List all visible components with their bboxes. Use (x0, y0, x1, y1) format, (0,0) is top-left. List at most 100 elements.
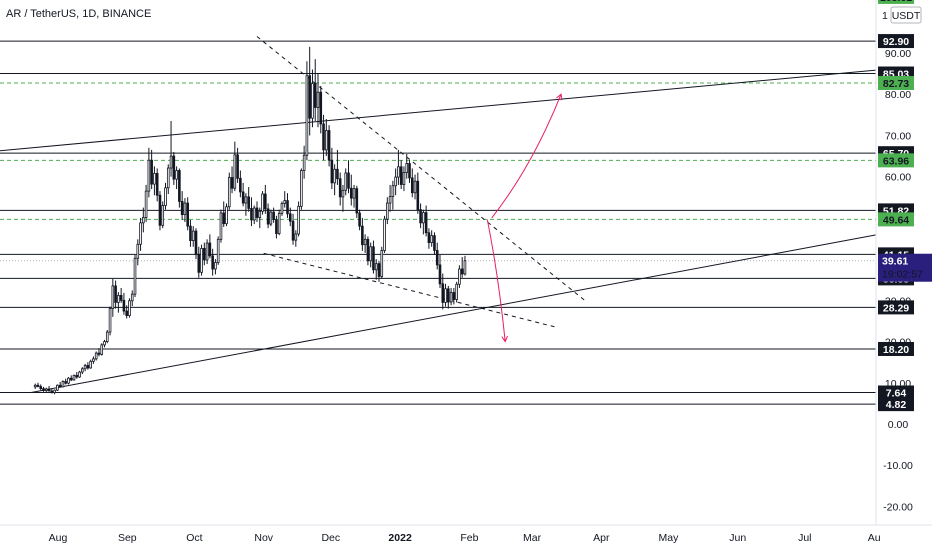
candle-body (191, 230, 195, 241)
price-tick-label: -20.00 (883, 501, 913, 513)
candle (42, 386, 45, 392)
projection-arrow (486, 219, 506, 342)
candle (75, 372, 79, 379)
time-tick-label: Feb (460, 532, 478, 544)
candle-body (208, 242, 212, 257)
candle-body (269, 211, 273, 225)
candle-body (56, 384, 59, 391)
price-tick-label: 60.00 (885, 172, 911, 184)
candle (191, 226, 195, 247)
candle (388, 184, 392, 212)
candle (78, 370, 81, 378)
candle (355, 185, 359, 218)
candle (92, 356, 95, 364)
candle-body (236, 154, 239, 179)
candle (449, 287, 453, 306)
time-tick-label: Jul (798, 532, 811, 544)
candle-body (419, 209, 422, 224)
candle (183, 198, 187, 223)
candle-body (266, 208, 270, 225)
candle-body (255, 207, 259, 218)
candle-body (355, 188, 359, 214)
candle (405, 154, 409, 179)
candle-body (311, 83, 314, 119)
candle-body (117, 294, 120, 303)
candle-body (86, 365, 90, 369)
candle-body (108, 308, 112, 333)
candle-body (100, 344, 104, 355)
candle (372, 240, 375, 274)
candle-body (361, 225, 364, 246)
candle-body (347, 172, 350, 189)
candle-body (169, 155, 173, 169)
candle-body (222, 212, 226, 225)
candle (247, 186, 250, 212)
candle (200, 244, 203, 276)
candle-body (139, 222, 142, 245)
candle-body (239, 177, 242, 193)
candle (463, 255, 467, 276)
candle-body (444, 288, 447, 303)
dashed-trendline (256, 36, 587, 302)
candle-body (114, 285, 117, 303)
candle-body (399, 166, 403, 185)
candle (100, 343, 104, 356)
candle (180, 191, 184, 220)
candle (460, 257, 464, 278)
price-tick-label: 0.00 (888, 419, 909, 431)
candle (391, 180, 395, 210)
candle-body (197, 253, 201, 273)
candle-body (402, 172, 406, 185)
candle (166, 164, 170, 194)
candle-body (283, 200, 287, 204)
candle-body (233, 154, 237, 189)
candle (250, 197, 253, 227)
last-price-badge-bg (878, 253, 932, 282)
candle (330, 147, 334, 190)
candle (277, 209, 281, 236)
candle (363, 234, 367, 253)
time-tick-label: Aug (49, 532, 68, 544)
arrow-head (501, 335, 508, 343)
candle-body (241, 191, 245, 204)
candle-body (178, 170, 181, 202)
candle-body (327, 130, 331, 161)
candle-body (410, 177, 414, 194)
time-tick-label: Sep (118, 532, 137, 544)
level-badge-text: 49.64 (883, 214, 909, 226)
candle (341, 184, 345, 212)
candle (158, 191, 162, 231)
candle (311, 69, 314, 128)
candle (352, 184, 356, 208)
currency-cut-label: 1 (882, 10, 888, 22)
candle-body (302, 154, 306, 171)
candle (430, 230, 433, 247)
candle-body (97, 352, 101, 355)
candle-body (183, 202, 187, 216)
candle (61, 380, 65, 388)
last-price-value: 39.61 (882, 256, 908, 268)
candle-body (341, 189, 345, 198)
candle-body (125, 310, 128, 316)
time-axis[interactable]: Aug Sep Oct Nov Dec 2022 Feb Mar Apr May Jun Jul Au (49, 532, 881, 544)
candle (300, 168, 303, 210)
candle (136, 239, 140, 266)
candle-body (424, 212, 428, 234)
level-badge-bg (878, 0, 914, 4)
candle-body (258, 210, 262, 218)
candle-body (211, 255, 214, 270)
candle-body (69, 377, 73, 381)
candle (349, 174, 353, 206)
candle (444, 283, 447, 307)
level-badge-text: 18.20 (883, 344, 909, 356)
time-tick-label: Apr (593, 532, 610, 544)
candle-body (333, 168, 336, 184)
candle-body (36, 384, 40, 387)
candle-body (275, 219, 278, 234)
candles (33, 46, 467, 395)
candle-body (397, 166, 400, 178)
candle-body (264, 193, 267, 210)
candle-body (286, 200, 289, 215)
candle-body (214, 262, 217, 270)
